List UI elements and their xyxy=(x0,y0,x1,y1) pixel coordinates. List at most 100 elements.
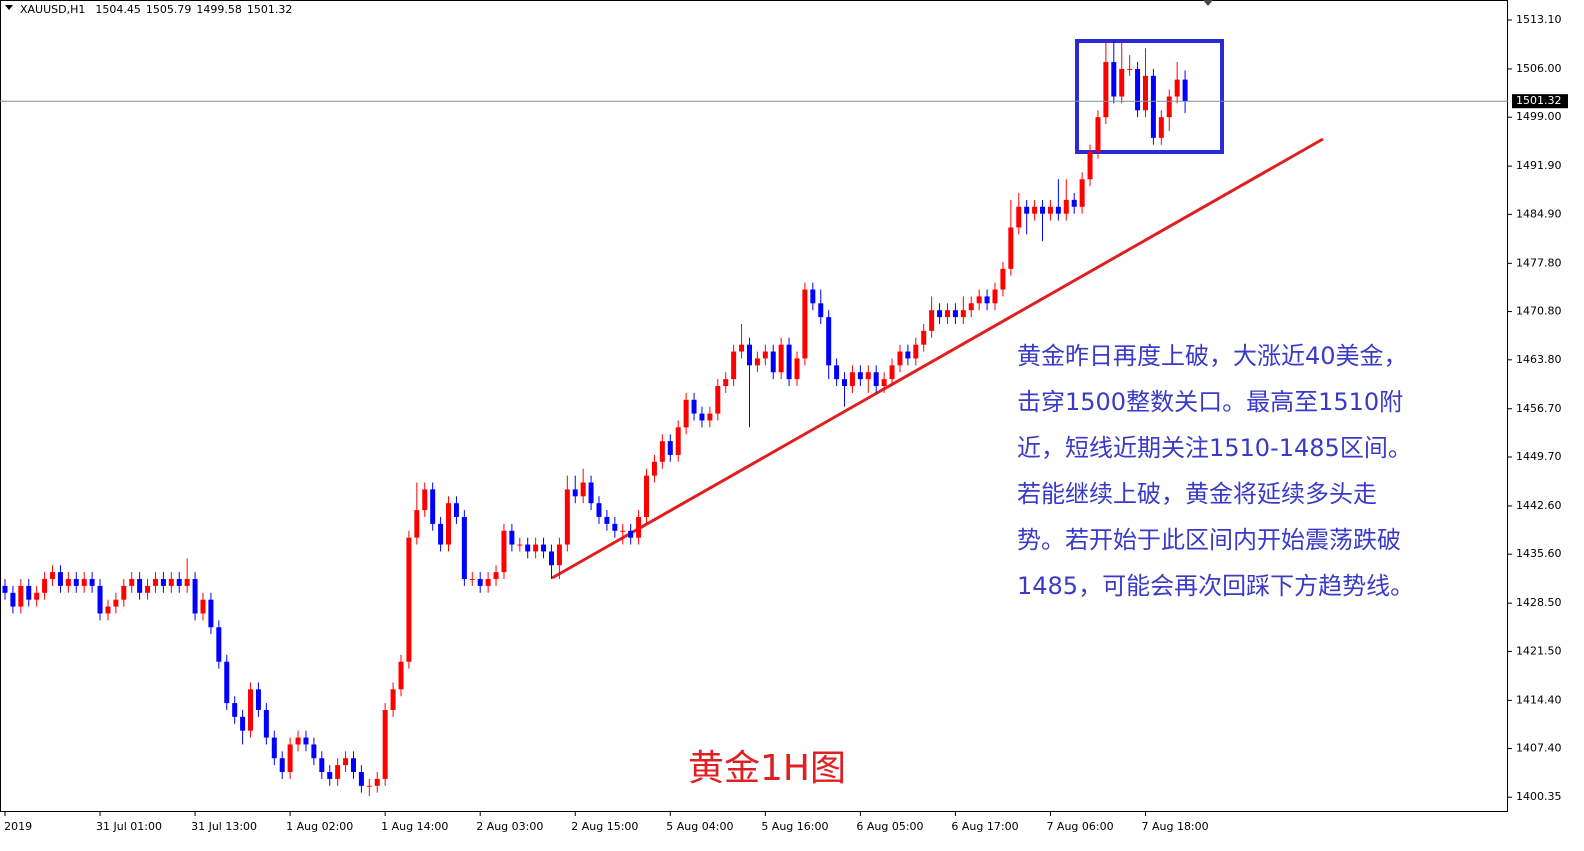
candle-body xyxy=(913,344,919,359)
candle-body xyxy=(208,599,214,628)
candle-body xyxy=(137,579,143,593)
candle-body xyxy=(65,579,71,586)
candle-body xyxy=(1150,75,1156,138)
annotation-line: 黄金昨日再度上破，大涨近40美金， xyxy=(1017,342,1408,370)
candle-body xyxy=(57,572,63,586)
highlight-box xyxy=(1075,39,1224,154)
candle-body xyxy=(453,503,459,517)
candle-body xyxy=(224,661,230,704)
candle-body xyxy=(216,627,222,662)
x-tick-label: 6 Aug 05:00 xyxy=(856,820,923,833)
candle-body xyxy=(683,399,689,428)
candle-body xyxy=(1103,62,1109,118)
y-tick-label: 1513.10 xyxy=(1516,13,1562,26)
candle-body xyxy=(152,579,158,586)
candle-body xyxy=(802,289,808,359)
candle-body xyxy=(42,579,48,593)
candle-body xyxy=(121,585,127,600)
candle-body xyxy=(857,372,863,380)
y-tick-label: 1442.60 xyxy=(1516,499,1562,512)
x-tick-label: 5 Aug 04:00 xyxy=(666,820,733,833)
last-low: 1499.58 xyxy=(196,3,242,16)
candle-body xyxy=(145,585,151,593)
candle-body xyxy=(944,310,950,318)
candle-body xyxy=(541,544,547,552)
candle-body xyxy=(1119,68,1125,97)
candle-body xyxy=(1008,227,1014,269)
candle-body xyxy=(335,765,341,779)
candle-body xyxy=(723,379,729,387)
candle-body xyxy=(556,544,562,566)
annotation-line: 1485，可能会再次回踩下方趋势线。 xyxy=(1017,572,1414,600)
candle-body xyxy=(10,592,16,607)
y-tick-label: 1407.40 xyxy=(1516,742,1562,755)
candle-body xyxy=(659,441,665,462)
header: XAUUSD,H1 1504.45 1505.79 1499.58 1501.32 xyxy=(20,3,292,16)
annotation-line: 近，短线近期关注1510-1485区间。 xyxy=(1017,434,1412,462)
candle-body xyxy=(248,689,254,731)
candle-body xyxy=(1095,117,1101,152)
candle-body xyxy=(1087,151,1093,180)
x-tick-label: 6 Aug 17:00 xyxy=(951,820,1018,833)
annotation: 黄金昨日再度上破，大涨近40美金， 击穿1500整数关口。最高至1510附近，短线… xyxy=(1017,342,1414,600)
candle-body xyxy=(1055,206,1061,214)
candle-body xyxy=(18,585,24,607)
price-label-bg xyxy=(1512,94,1568,109)
candle-body xyxy=(255,689,261,710)
candle-body xyxy=(929,310,935,331)
y-tick-label: 1477.80 xyxy=(1516,256,1562,269)
candle-body xyxy=(604,516,610,524)
candle-body xyxy=(1047,206,1053,214)
candle-body xyxy=(1142,75,1148,111)
y-tick-label: 1484.90 xyxy=(1516,207,1562,220)
symbol: XAUUSD,H1 xyxy=(20,3,85,16)
plot-frame xyxy=(0,0,1508,812)
candle-body xyxy=(1016,206,1022,228)
candle-body xyxy=(1182,79,1188,102)
candle-body xyxy=(414,510,420,538)
y-tick-label: 1421.50 xyxy=(1516,644,1562,657)
candle-body xyxy=(992,289,998,304)
candle-body xyxy=(1079,179,1085,207)
x-tick-label: 2 Aug 15:00 xyxy=(571,820,638,833)
candle-body xyxy=(937,310,943,318)
trend-line xyxy=(551,137,1324,580)
candle-body xyxy=(754,358,760,366)
candle-body xyxy=(968,303,974,311)
candle-body xyxy=(612,523,618,531)
candle-body xyxy=(667,441,673,455)
last-high: 1505.79 xyxy=(146,3,192,16)
candle-body xyxy=(430,489,436,524)
last-open: 1504.45 xyxy=(95,3,141,16)
candle-body xyxy=(517,544,523,546)
candle-body xyxy=(319,758,325,773)
candle-body xyxy=(263,709,269,738)
candle-body xyxy=(374,778,380,786)
candle-body xyxy=(26,585,32,600)
candle-body xyxy=(97,585,103,614)
candle-body xyxy=(1063,199,1069,214)
candle-body xyxy=(889,365,895,380)
candle-body xyxy=(778,344,784,373)
candle-body xyxy=(810,289,816,304)
candle-body xyxy=(699,413,705,421)
candle-body xyxy=(1135,68,1141,111)
candle-body xyxy=(651,461,657,476)
candle-body xyxy=(770,351,776,373)
candle-body xyxy=(865,372,871,380)
candle-body xyxy=(176,579,182,586)
candle-body xyxy=(311,744,317,759)
candle-body xyxy=(295,737,301,745)
candle-body xyxy=(1174,79,1180,97)
candle-body xyxy=(192,579,198,614)
candle-body xyxy=(588,482,594,504)
y-tick-label: 1435.60 xyxy=(1516,547,1562,560)
candle-body xyxy=(564,489,570,545)
y-tick-label: 1506.00 xyxy=(1516,62,1562,75)
candle-body xyxy=(596,503,602,517)
candle-body xyxy=(232,703,238,717)
candle-body xyxy=(2,585,8,593)
candle-body xyxy=(960,310,966,318)
candle-body xyxy=(548,551,554,566)
